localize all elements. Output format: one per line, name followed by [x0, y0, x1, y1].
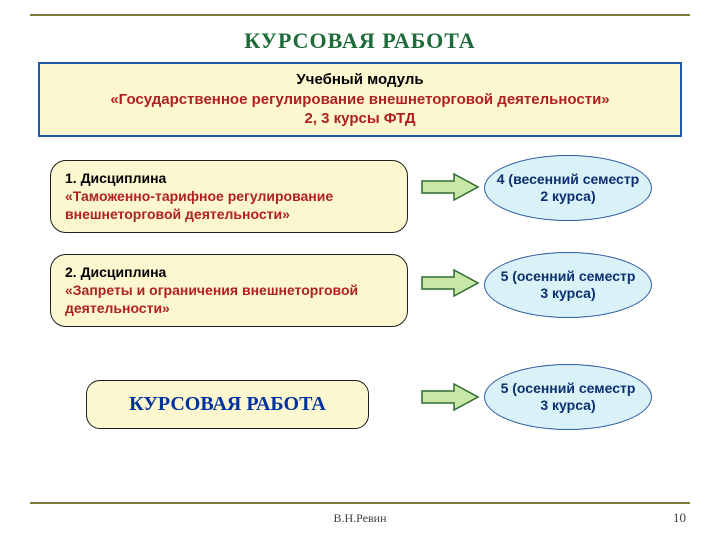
arrow-icon: [420, 382, 480, 412]
header-line2: «Государственное регулирование внешнетор…: [50, 90, 670, 110]
arrow-icon: [420, 268, 480, 298]
discipline-box-1: 1. Дисциплина «Таможенно-тарифное регули…: [50, 160, 408, 233]
coursework-label: КУРСОВАЯ РАБОТА: [129, 393, 326, 415]
arrow-icon: [420, 172, 480, 202]
page-number: 10: [673, 510, 686, 526]
discipline-2-label: 2. Дисциплина: [65, 263, 393, 281]
header-line1: Учебный модуль: [50, 70, 670, 90]
semester-ellipse-2: 5 (осенний семестр 3 курса): [484, 252, 652, 318]
coursework-box: КУРСОВАЯ РАБОТА: [86, 380, 369, 429]
discipline-2-name: «Запреты и ограничения внешнеторговой де…: [65, 281, 393, 317]
slide-title: КУРСОВАЯ РАБОТА: [0, 28, 720, 54]
header-line3: 2, 3 курсы ФТД: [50, 109, 670, 129]
discipline-box-2: 2. Дисциплина «Запреты и ограничения вне…: [50, 254, 408, 327]
discipline-1-label: 1. Дисциплина: [65, 169, 393, 187]
semester-ellipse-3: 5 (осенний семестр 3 курса): [484, 364, 652, 430]
footer-author: В.Н.Ревин: [0, 511, 720, 526]
discipline-1-name: «Таможенно-тарифное регулирование внешне…: [65, 187, 393, 223]
top-rule: [30, 14, 690, 16]
bottom-rule: [30, 502, 690, 504]
semester-ellipse-1: 4 (весенний семестр 2 курса): [484, 155, 652, 221]
header-box: Учебный модуль «Государственное регулиро…: [38, 62, 682, 137]
